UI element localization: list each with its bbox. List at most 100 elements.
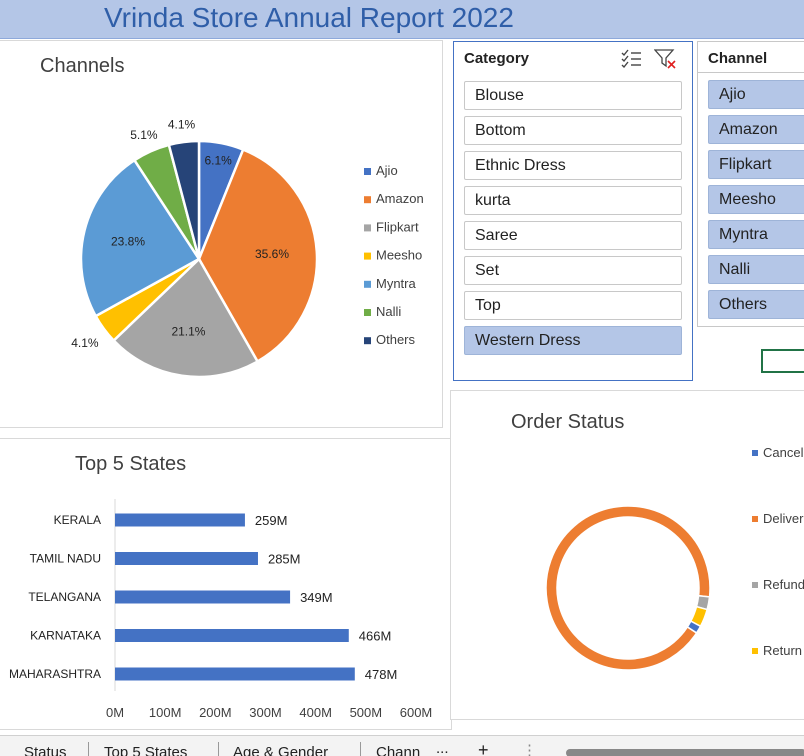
channel-slicer-items: Ajio Amazon Flipkart Meesho Myntra Nalli Other…: [708, 80, 804, 325]
category-item-blouse[interactable]: Blouse: [464, 81, 682, 110]
legend-swatch: [752, 450, 758, 456]
category-item-kurta[interactable]: kurta: [464, 186, 682, 215]
bar-tamil-nadu[interactable]: [115, 552, 258, 565]
legend-label: Refund: [763, 577, 804, 592]
channel-slicer[interactable]: Channel Ajio Amazon Flipkart Meesho Myntra Na…: [697, 41, 804, 327]
category-item-bottom[interactable]: Bottom: [464, 116, 682, 145]
order-status-donut-svg: Cancell Deliver Refund Return: [545, 445, 804, 671]
bar-data-label: 349M: [300, 590, 333, 605]
donut-segment-cancell[interactable]: [686, 620, 702, 634]
legend-swatch: [364, 309, 371, 316]
pie-data-label: 4.1%: [71, 336, 99, 350]
top-states-bar-svg: KERALA 259M TAMIL NADU 285M TELANGANA 349M KAR…: [9, 499, 433, 720]
x-tick-label: 300M: [249, 705, 282, 720]
channel-item-meesho[interactable]: Meesho: [708, 185, 804, 214]
legend-label: Myntra: [376, 276, 417, 291]
order-status-chart[interactable]: Order Status Cancell Deliver Refund Return: [450, 390, 804, 720]
top-states-chart[interactable]: Top 5 States KERALA 259M TAMIL NADU 285M TEL…: [0, 438, 452, 730]
bar-kerala[interactable]: [115, 513, 245, 527]
legend-swatch: [752, 516, 758, 522]
pie-data-label: 4.1%: [168, 117, 196, 131]
legend-label: Ajio: [376, 163, 398, 178]
pie-data-label: 23.8%: [111, 234, 145, 248]
order-status-chart-title: Order Status: [511, 411, 625, 433]
category-slicer-items: Blouse Bottom Ethnic Dress kurta Saree Set Top…: [464, 81, 682, 361]
x-tick-label: 500M: [350, 705, 383, 720]
bar-category-label: KARNATAKA: [30, 629, 101, 643]
x-tick-label: 0M: [106, 705, 124, 720]
channel-item-flipkart[interactable]: Flipkart: [708, 150, 804, 179]
x-tick-label: 400M: [299, 705, 332, 720]
legend-swatch: [364, 280, 371, 288]
bar-karnataka[interactable]: [115, 629, 349, 642]
pie-slice-others[interactable]: [167, 139, 201, 260]
category-slicer-header: Category: [464, 50, 530, 67]
donut-segment-deliver[interactable]: [545, 505, 711, 671]
channel-item-nalli[interactable]: Nalli: [708, 255, 804, 284]
bar-data-label: 466M: [359, 629, 392, 644]
clear-filter-icon[interactable]: [654, 48, 678, 70]
channel-slicer-header: Channel: [708, 50, 768, 67]
sheet-tab-age-gender[interactable]: Age & Gender: [233, 744, 329, 756]
bar-category-label: MAHARASHTRA: [9, 667, 101, 681]
multi-select-icon[interactable]: [620, 48, 642, 68]
category-item-ethnic-dress[interactable]: Ethnic Dress: [464, 151, 682, 180]
pie-slice-flipkart[interactable]: [111, 256, 260, 379]
category-item-western-dress[interactable]: Western Dress: [464, 326, 682, 355]
bar-data-label: 285M: [268, 552, 301, 567]
sheet-tab-channels[interactable]: Chann: [376, 744, 421, 756]
channel-item-ajio[interactable]: Ajio: [708, 80, 804, 109]
channel-item-amazon[interactable]: Amazon: [708, 115, 804, 144]
legend-label: Cancell: [763, 445, 804, 460]
legend-swatch: [364, 168, 371, 175]
report-banner: Vrinda Store Annual Report 2022: [0, 0, 804, 39]
pie-data-label: 6.1%: [204, 154, 232, 168]
bar-maharashtra[interactable]: [115, 667, 355, 681]
legend-label: Amazon: [376, 191, 424, 206]
x-tick-label: 600M: [400, 705, 433, 720]
x-tick-label: 100M: [149, 705, 182, 720]
cell-selection-box[interactable]: [761, 349, 804, 373]
pie-data-label: 21.1%: [171, 324, 205, 338]
report-title: Vrinda Store Annual Report 2022: [104, 2, 514, 33]
legend-label: Return: [763, 643, 802, 658]
legend-swatch: [752, 582, 758, 588]
channel-slicer-divider: [698, 72, 804, 73]
tab-separator: [360, 742, 361, 756]
legend-label: Flipkart: [376, 219, 419, 234]
legend-swatch: [364, 252, 371, 260]
sheet-tab-status[interactable]: Status: [24, 744, 67, 756]
bar-telangana[interactable]: [115, 590, 291, 604]
pie-slice-myntra[interactable]: [79, 158, 201, 318]
pie-data-label: 5.1%: [130, 128, 158, 142]
legend-swatch: [752, 648, 758, 654]
legend-label: Nalli: [376, 304, 401, 319]
x-tick-label: 200M: [199, 705, 232, 720]
legend-label: Others: [376, 332, 416, 347]
horizontal-scrollbar[interactable]: [566, 749, 804, 756]
sheet-tab-top-5-states[interactable]: Top 5 States: [104, 744, 188, 756]
channel-item-myntra[interactable]: Myntra: [708, 220, 804, 249]
channels-pie-svg: 6.1% 35.6% 21.1% 4.1% 23.8% 5.1% 4.1% Ajio Amazo…: [71, 117, 424, 379]
channels-chart[interactable]: Channels 6.1% 35.6% 21.1% 4.1% 23.8% 5.1% 4.1%…: [0, 40, 443, 428]
more-tabs-button[interactable]: ...: [436, 740, 449, 756]
sheet-options-icon[interactable]: ⋮: [522, 742, 537, 756]
legend-swatch: [364, 224, 371, 232]
bar-data-label: 259M: [255, 513, 288, 528]
bar-data-label: 478M: [365, 667, 398, 682]
pie-data-label: 35.6%: [255, 247, 289, 261]
channels-chart-title: Channels: [40, 55, 125, 77]
legend-label: Meesho: [376, 248, 422, 263]
tab-separator: [218, 742, 219, 756]
category-item-set[interactable]: Set: [464, 256, 682, 285]
category-item-saree[interactable]: Saree: [464, 221, 682, 250]
legend-swatch: [364, 337, 371, 345]
bar-category-label: TAMIL NADU: [30, 552, 101, 566]
channel-item-others[interactable]: Others: [708, 290, 804, 319]
legend-label: Deliver: [763, 511, 804, 526]
category-item-top[interactable]: Top: [464, 291, 682, 320]
add-sheet-button[interactable]: +: [478, 740, 489, 756]
category-slicer[interactable]: Category Blouse Bottom Ethnic Dress kurta Sa…: [453, 41, 693, 381]
bar-category-label: KERALA: [54, 513, 101, 527]
tab-separator: [88, 742, 89, 756]
